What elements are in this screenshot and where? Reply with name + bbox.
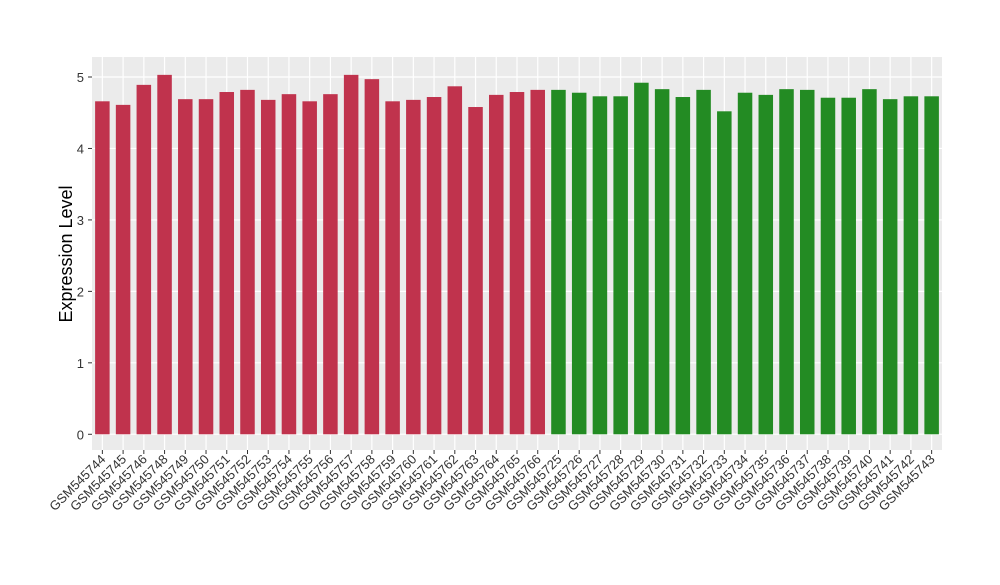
bar bbox=[364, 79, 380, 435]
bar bbox=[924, 96, 939, 435]
bar bbox=[841, 97, 856, 435]
bar bbox=[219, 92, 235, 435]
bar bbox=[489, 94, 504, 435]
bar bbox=[758, 94, 774, 435]
bar bbox=[343, 74, 359, 435]
bar bbox=[779, 89, 794, 435]
y-tick-label: 1 bbox=[77, 356, 84, 371]
bar bbox=[115, 104, 131, 435]
y-axis-title: Expression Level bbox=[56, 185, 76, 322]
bar bbox=[654, 89, 670, 435]
bar bbox=[385, 101, 400, 435]
bar bbox=[157, 74, 172, 435]
bar bbox=[551, 89, 566, 435]
bar bbox=[136, 84, 152, 435]
bar bbox=[323, 94, 338, 435]
bar bbox=[592, 96, 608, 435]
bar bbox=[406, 99, 421, 435]
bar bbox=[468, 107, 483, 435]
bar bbox=[281, 94, 297, 435]
bar bbox=[696, 89, 711, 435]
bar bbox=[862, 89, 877, 435]
bar bbox=[571, 92, 587, 435]
bar bbox=[198, 99, 214, 435]
bar bbox=[426, 97, 442, 435]
bar bbox=[240, 89, 255, 435]
bar bbox=[178, 99, 193, 435]
bar bbox=[613, 96, 628, 435]
bar bbox=[903, 96, 919, 435]
bar bbox=[95, 101, 110, 435]
bar bbox=[509, 92, 525, 435]
bar bbox=[302, 101, 317, 435]
bar bbox=[799, 89, 815, 435]
y-tick-label: 5 bbox=[77, 70, 84, 85]
bar bbox=[634, 82, 649, 435]
y-tick-label: 3 bbox=[77, 213, 84, 228]
bar bbox=[820, 97, 836, 435]
y-tick-label: 4 bbox=[77, 141, 84, 156]
bar bbox=[530, 89, 545, 435]
y-tick-label: 0 bbox=[77, 427, 84, 442]
bar bbox=[447, 86, 463, 435]
bar bbox=[737, 92, 753, 435]
bar bbox=[260, 99, 276, 435]
y-tick-label: 2 bbox=[77, 284, 84, 299]
bar bbox=[882, 99, 898, 435]
bar bbox=[717, 111, 732, 435]
bar bbox=[675, 97, 691, 435]
